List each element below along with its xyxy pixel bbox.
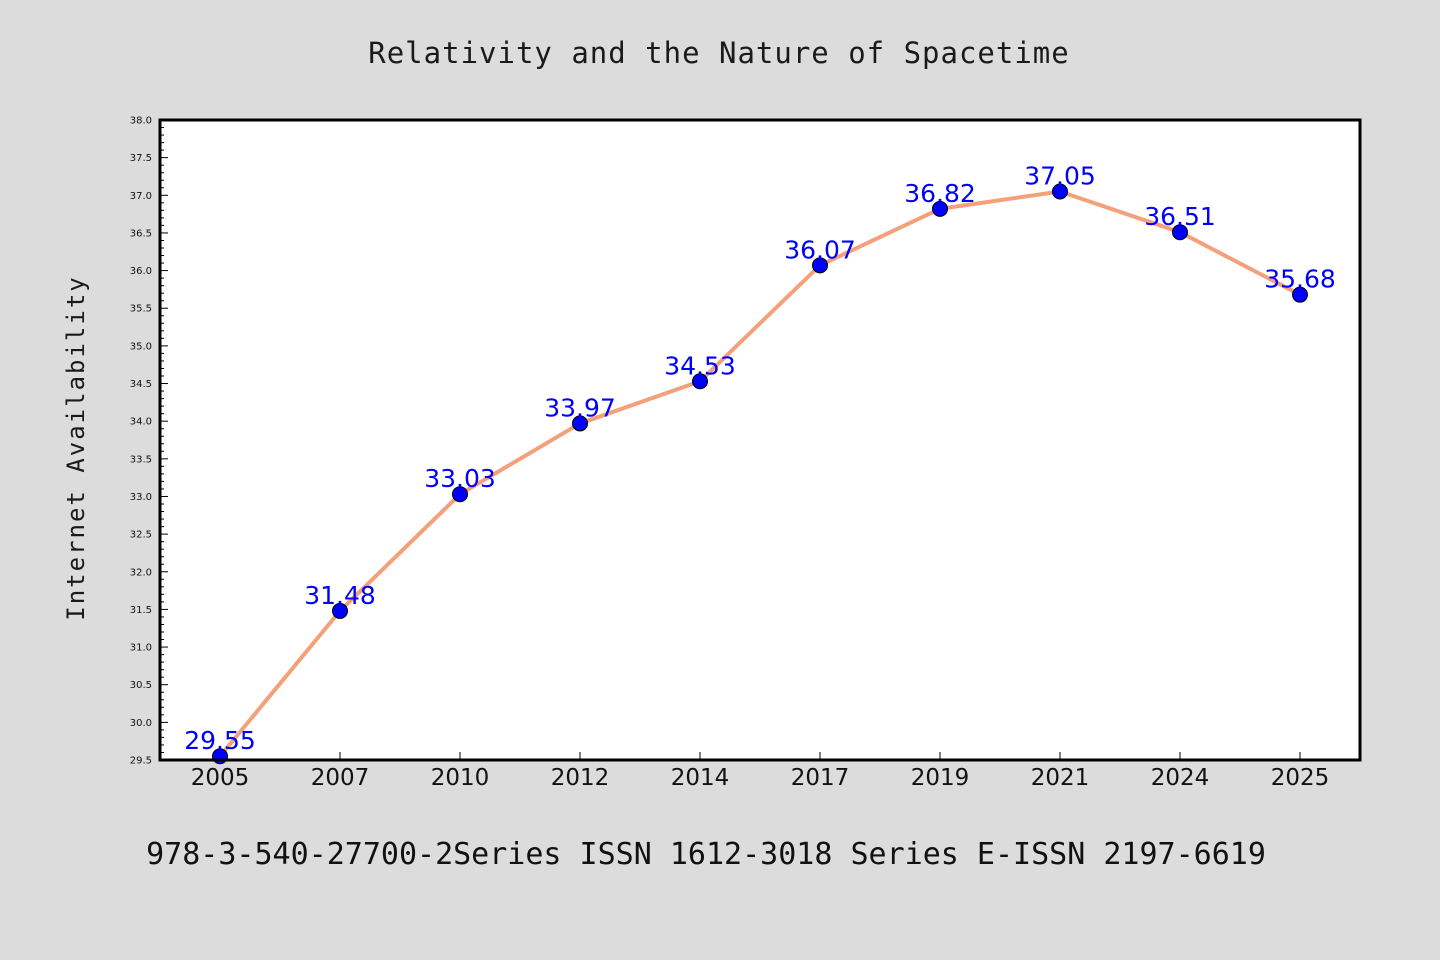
y-tick-label: 34.5 <box>130 379 152 390</box>
data-label: 31.48 <box>304 581 376 610</box>
chart-title: Relativity and the Nature of Spacetime <box>368 36 1069 70</box>
data-point-marker <box>1292 286 1308 303</box>
data-label-group: 29.55 31.48 33.03 33.97 34.53 36.07 36.82 37.05… <box>184 162 1336 756</box>
series-line <box>218 189 1302 759</box>
y-tick-label: 35.5 <box>130 304 152 315</box>
y-tick-label: 30.5 <box>130 680 152 691</box>
x-tick-label: 2017 <box>791 765 850 791</box>
data-label: 36.07 <box>784 235 856 264</box>
y-axis-ticks: 29.5 30.0 30.5 31.0 31.5 32.0 32.5 33.0 33.5 34.0… <box>130 116 168 767</box>
data-label: 29.55 <box>184 726 256 755</box>
data-label: 34.53 <box>664 351 736 380</box>
data-point-marker <box>1172 224 1188 241</box>
x-tick-label: 2021 <box>1031 765 1090 791</box>
data-point-marker <box>332 602 348 619</box>
x-tick-label: 2010 <box>431 765 490 791</box>
x-tick-label: 2025 <box>1271 765 1330 791</box>
x-axis-ticks: 2005 2007 2010 2012 2014 2017 2019 2021 2024 2025 <box>191 752 1330 791</box>
data-point-marker <box>572 415 588 432</box>
x-tick-label: 2024 <box>1151 765 1210 791</box>
data-label: 35.68 <box>1264 265 1336 294</box>
y-tick-label: 37.5 <box>130 153 152 164</box>
y-tick-label: 36.0 <box>130 266 152 277</box>
plot-frame <box>158 118 1362 762</box>
x-tick-label: 2019 <box>911 765 970 791</box>
data-point-marker <box>692 373 708 390</box>
y-tick-label: 30.0 <box>130 718 152 729</box>
data-label: 33.97 <box>544 393 616 422</box>
y-tick-label: 29.5 <box>130 756 152 767</box>
y-tick-label: 31.5 <box>130 605 152 616</box>
data-point-marker <box>932 200 948 217</box>
x-tick-label: 2007 <box>311 765 370 791</box>
y-tick-label: 34.0 <box>130 417 152 428</box>
y-tick-label: 33.5 <box>130 454 152 465</box>
y-tick-label: 38.0 <box>130 116 152 127</box>
y-tick-label: 36.5 <box>130 228 152 239</box>
y-tick-label: 33.0 <box>130 492 152 503</box>
footer-isbn-issn: 978-3-540-27700-2Series ISSN 1612-3018 S… <box>146 837 1266 872</box>
x-tick-label: 2005 <box>191 765 250 791</box>
data-point-marker <box>452 486 468 503</box>
x-tick-label: 2012 <box>551 765 610 791</box>
y-axis-label: Internet Availability <box>62 275 90 620</box>
data-point-group <box>212 183 1308 765</box>
data-label: 36.51 <box>1144 202 1216 231</box>
data-label: 37.05 <box>1024 162 1096 191</box>
y-tick-label: 31.0 <box>130 643 152 654</box>
series-line-group <box>218 189 1302 759</box>
data-label: 36.82 <box>904 179 976 208</box>
data-point-marker <box>1052 183 1068 200</box>
data-label: 33.03 <box>424 464 496 493</box>
data-point-marker <box>812 257 828 274</box>
y-tick-label: 35.0 <box>130 341 152 352</box>
y-tick-label: 32.0 <box>130 567 152 578</box>
y-tick-label: 37.0 <box>130 191 152 202</box>
x-tick-label: 2014 <box>671 765 730 791</box>
y-tick-label: 32.5 <box>130 530 152 541</box>
